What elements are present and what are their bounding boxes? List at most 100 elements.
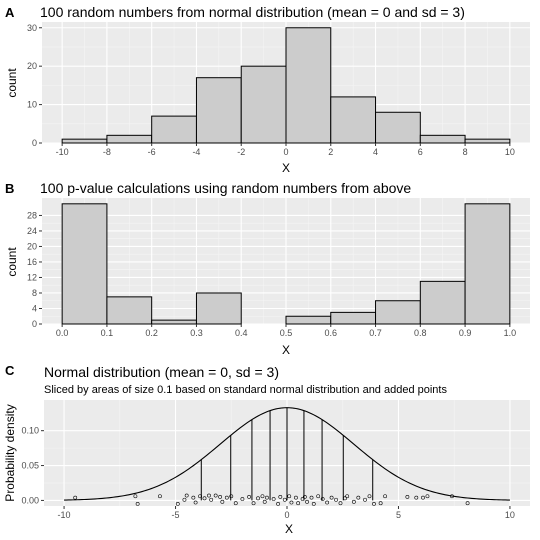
panel-b-bars	[61, 203, 511, 325]
panel-a-xtick-label: 10	[505, 147, 515, 157]
panel-a-xtick-label: -4	[192, 147, 200, 157]
panel-c: C Normal distribution (mean = 0, sd = 3)…	[3, 363, 530, 536]
panel-a-bar-9	[464, 138, 511, 144]
panel-a-bar-7	[375, 111, 421, 144]
panel-c-title: Normal distribution (mean = 0, sd = 3)	[44, 364, 279, 380]
panel-c-point-0	[73, 495, 78, 500]
panel-c-point-4	[175, 502, 180, 506]
panel-c-point-35	[302, 495, 307, 499]
panel-a-xtick-label: 6	[418, 147, 423, 157]
panel-a-letter: A	[5, 5, 15, 20]
panel-c-point-26	[271, 497, 276, 501]
panel-a-xtick-label: -8	[103, 147, 111, 157]
panel-b-ylabel: count	[5, 247, 19, 277]
panel-c-point-24	[262, 499, 267, 504]
panel-c-point-56	[421, 495, 425, 500]
panel-a-xtick-label: 8	[463, 147, 468, 157]
panel-c-point-30	[287, 494, 292, 499]
panel-a-ylabel: count	[5, 68, 19, 98]
panel-c-point-36	[305, 499, 309, 504]
panel-c-point-59	[465, 501, 470, 506]
panel-c-point-37	[309, 495, 314, 500]
panel-c-point-27	[276, 502, 280, 506]
panel-c-point-1	[133, 494, 138, 499]
panel-a-xlabel: X	[282, 161, 290, 175]
panel-b-ytick-label: 28	[27, 210, 37, 220]
panel-c-point-29	[282, 497, 287, 502]
panel-c-point-47	[351, 499, 356, 504]
panel-c-point-13	[213, 493, 218, 498]
panel-c-subtitle: Sliced by areas of size 0.1 based on sta…	[44, 384, 447, 396]
panel-c-point-10	[202, 496, 207, 501]
panel-a-axes: -10 -8 -6 -4 -2 0 2 4 6 8 10 0 10 20 30	[27, 23, 515, 157]
panel-c-point-18	[233, 501, 238, 506]
panel-b-xtick-label: 1.0	[504, 328, 517, 338]
panel-c-point-40	[320, 497, 325, 501]
panel-c-point-7	[191, 495, 196, 500]
panel-a-bar-0	[61, 138, 108, 144]
panel-b-ytick-label: 8	[32, 288, 37, 298]
panel-b-bar-3	[195, 292, 242, 325]
panel-a-xtick-label: 2	[328, 147, 333, 157]
panel-a-xtick-label: -10	[56, 147, 69, 157]
panel-b-xtick-label: 0.2	[145, 328, 158, 338]
panel-c-point-25	[265, 495, 269, 500]
panel-c-curve	[64, 407, 510, 501]
panel-a-ytick-label: 0	[32, 138, 37, 148]
panel-c-point-39	[316, 494, 321, 499]
panel-c-point-16	[224, 495, 229, 500]
panel-b-bar-9	[464, 203, 511, 325]
panel-c-xtick-label: 10	[505, 510, 515, 520]
panel-b-ytick-label: 12	[27, 272, 37, 282]
panel-c-point-54	[405, 495, 410, 499]
panel-b-ytick-label: 16	[27, 257, 37, 267]
panel-c-point-19	[240, 497, 245, 501]
panel-c-point-50	[367, 494, 372, 499]
panel-c-point-51	[372, 502, 376, 506]
panel-a-bar-5	[285, 27, 332, 144]
panel-b-xtick-label: 0.1	[101, 328, 114, 338]
panel-c-point-48	[356, 495, 361, 500]
panel-c-ylabel: Probability density	[3, 404, 17, 501]
panel-c-ytick-label: 0.10	[21, 426, 39, 436]
panel-b-ytick-label: 24	[27, 226, 37, 236]
panel-b-xtick-label: 0.7	[369, 328, 382, 338]
panel-a-xtick-label: 4	[373, 147, 378, 157]
panel-b-bar-0	[61, 203, 108, 325]
panel-c-point-58	[450, 494, 454, 499]
panel-c-points	[73, 493, 470, 506]
panel-b-xtick-label: 0.9	[459, 328, 472, 338]
panel-c-point-32	[294, 495, 298, 500]
panel-b-xtick-label: 0.0	[56, 328, 69, 338]
panel-b-bar-8	[419, 280, 466, 325]
panel-c-point-57	[425, 494, 430, 499]
panel-c-point-14	[218, 495, 223, 499]
panel-a-title: 100 random numbers from normal distribut…	[40, 4, 465, 20]
panel-c-point-23	[260, 494, 265, 499]
panel-c-xlabel: X	[285, 522, 293, 536]
panel-c-point-11	[207, 493, 211, 498]
panel-c-point-2	[135, 502, 140, 506]
panel-c-point-53	[383, 494, 387, 499]
panel-c-ytick-label: 0.05	[21, 461, 39, 471]
panel-c-point-20	[247, 495, 252, 499]
panel-a-bars	[61, 27, 511, 144]
panel-b-bar-5	[285, 315, 332, 325]
panel-c-point-22	[256, 496, 260, 501]
panel-c-density-line	[64, 407, 510, 501]
panel-a-bar-8	[419, 134, 466, 144]
panel-b-title: 100 p-value calculations using random nu…	[40, 180, 411, 196]
panel-c-point-31	[289, 500, 294, 505]
panel-b-xtick-label: 0.5	[280, 328, 293, 338]
panel-c-point-46	[345, 494, 350, 499]
panel-b: B 100 p-value calculations using random …	[5, 180, 530, 357]
panel-c-point-34	[300, 497, 305, 501]
panel-c-point-41	[325, 500, 330, 505]
panel-c-point-43	[334, 497, 338, 502]
panel-c-point-55	[414, 495, 419, 500]
panel-a-ytick-label: 10	[27, 100, 37, 110]
panel-c-point-42	[329, 495, 334, 500]
panel-c-point-33	[296, 501, 301, 506]
panel-b-bar-2	[151, 319, 197, 325]
